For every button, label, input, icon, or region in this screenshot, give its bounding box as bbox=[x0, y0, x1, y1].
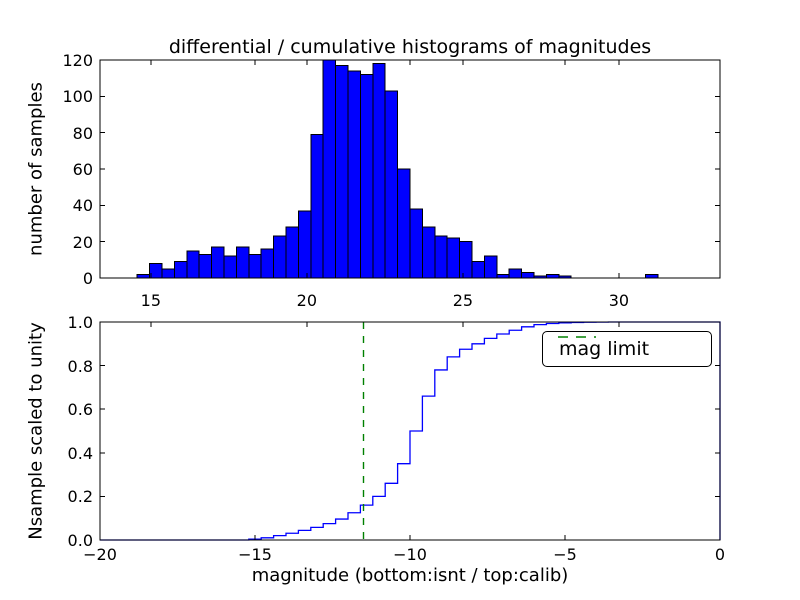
histogram-bar bbox=[483, 255, 498, 279]
bottom-x-tick-label: −10 bbox=[393, 545, 427, 564]
histogram-bar bbox=[273, 235, 287, 279]
bottom-x-tick-label: 0 bbox=[714, 545, 726, 564]
bottom-y-tick-label: 0.8 bbox=[67, 356, 93, 376]
histogram-bar bbox=[248, 253, 262, 279]
histogram-bar bbox=[459, 241, 473, 279]
histogram-bar bbox=[297, 210, 312, 279]
bottom-x-axis-label: magnitude (bottom:isnt / top:calib) bbox=[251, 565, 569, 586]
histogram-bar bbox=[409, 208, 423, 279]
top-x-tick-label: 30 bbox=[608, 291, 630, 310]
histogram-bar bbox=[310, 133, 324, 279]
top-y-tick-label: 80 bbox=[72, 123, 93, 143]
bottom-y-tick-label: 0.6 bbox=[67, 400, 93, 420]
histogram-bar bbox=[347, 70, 361, 279]
histogram-bar bbox=[471, 261, 485, 279]
bottom-y-axis-label: Nsample scaled to unity bbox=[25, 322, 47, 540]
histogram-bar bbox=[508, 268, 523, 279]
bottom-y-tick-label: 0.4 bbox=[67, 443, 93, 463]
top-y-tick-label: 60 bbox=[72, 160, 93, 179]
legend-box: mag limit bbox=[542, 331, 712, 367]
top-y-tick-label: 100 bbox=[62, 87, 93, 107]
bottom-y-tick-label: 0.0 bbox=[67, 531, 93, 550]
bottom-x-tick-label: −5 bbox=[553, 545, 577, 564]
histogram-bar bbox=[446, 237, 461, 279]
histogram-bar bbox=[434, 235, 448, 279]
top-y-tick-label: 0 bbox=[82, 269, 93, 288]
histogram-bar bbox=[186, 250, 200, 279]
histogram-bar bbox=[161, 268, 175, 279]
histogram-bar bbox=[421, 226, 436, 279]
figure-title: differential / cumulative histograms of … bbox=[168, 36, 652, 58]
histogram-bar bbox=[173, 261, 188, 279]
histogram-bar bbox=[372, 63, 386, 279]
bottom-x-tick-label: −20 bbox=[83, 545, 117, 564]
top-y-tick-label: 40 bbox=[72, 196, 93, 216]
histogram-bar bbox=[384, 90, 399, 279]
histogram-bar bbox=[521, 272, 535, 279]
histogram-bar bbox=[260, 248, 275, 279]
bottom-y-tick-label: 0.2 bbox=[67, 487, 93, 507]
top-x-tick-label: 25 bbox=[452, 291, 474, 310]
histogram-bar bbox=[285, 226, 299, 279]
top-x-tick-label: 20 bbox=[296, 291, 318, 310]
histogram-bar bbox=[149, 262, 163, 279]
top-y-tick-label: 120 bbox=[62, 51, 93, 70]
histogram-bar bbox=[322, 59, 337, 279]
histogram-bar bbox=[397, 168, 411, 279]
top-x-tick-label: 15 bbox=[140, 291, 162, 310]
histogram-bar bbox=[198, 253, 213, 279]
histogram-bar bbox=[223, 255, 237, 279]
bottom-x-tick-label: −15 bbox=[238, 545, 272, 564]
bottom-y-tick-label: 1.0 bbox=[67, 313, 93, 332]
legend-label: mag limit bbox=[559, 338, 650, 360]
histogram-bar bbox=[211, 246, 225, 279]
histogram-bar bbox=[359, 74, 374, 279]
histogram-bar bbox=[235, 246, 250, 279]
mag-limit-dashed-line-icon bbox=[558, 336, 596, 338]
histogram-bar bbox=[335, 64, 349, 279]
top-y-tick-label: 20 bbox=[72, 232, 93, 252]
